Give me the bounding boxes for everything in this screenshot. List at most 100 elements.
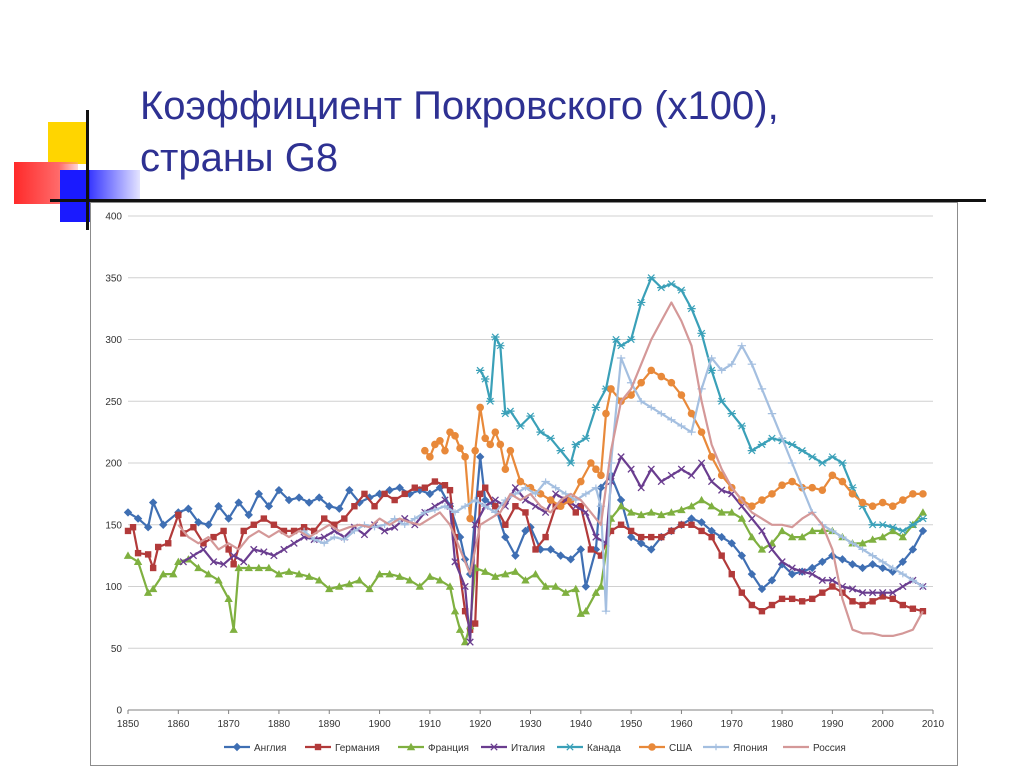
series-2-point-30 — [391, 496, 398, 504]
series-1-point-65 — [747, 569, 757, 579]
x-tick-label-1850: 1850 — [117, 719, 140, 730]
series-4-point-54 — [697, 459, 706, 467]
series-3-point-19 — [294, 569, 304, 578]
series-3-point-59 — [657, 510, 666, 519]
series-3-point-43 — [511, 567, 520, 575]
series-2-point-72 — [778, 595, 786, 603]
series-6-point-10 — [471, 446, 479, 455]
series-3-point-14 — [244, 563, 253, 572]
series-2-point-71 — [768, 601, 776, 609]
series-5-point-0 — [475, 366, 485, 374]
series-3-point-10 — [214, 576, 223, 584]
series-7-point-33 — [616, 354, 626, 362]
series-6-point-20 — [536, 490, 545, 498]
series-7-point-4 — [340, 536, 349, 543]
x-tick-label-1880: 1880 — [268, 719, 291, 730]
series-5-point-40 — [838, 459, 847, 467]
series-5-point-46 — [898, 527, 908, 535]
y-tick-label-50: 50 — [111, 644, 123, 655]
series-5-point-14 — [581, 434, 591, 442]
series-6-point-33 — [647, 366, 656, 375]
series-3-point-27 — [375, 569, 384, 578]
series-7-point-23 — [531, 490, 540, 498]
series-7-point-25 — [551, 484, 560, 491]
x-tick-label-1910: 1910 — [419, 719, 442, 730]
series-1-point-11 — [234, 498, 243, 507]
series-2-point-73 — [788, 595, 796, 603]
series-1-point-12 — [244, 510, 253, 520]
series-2-point-67 — [728, 570, 735, 578]
series-5-point-8 — [526, 412, 535, 420]
series-2-point-12 — [220, 527, 227, 535]
series-3-point-52 — [591, 588, 601, 596]
series-4-point-63 — [788, 564, 796, 572]
series-2-point-17 — [260, 515, 268, 522]
line-chart: 0 50 100 150 200 250 300 350 400 1850 1860 1870 1880… — [105, 212, 945, 755]
series-7-point-1 — [309, 536, 319, 543]
series-2-point-25 — [341, 515, 348, 522]
series-2-point-75 — [809, 595, 816, 603]
series-5-point-18 — [616, 342, 626, 350]
series-6-point-52 — [838, 477, 847, 486]
series-1-point-82 — [918, 526, 928, 536]
series-5-point-1 — [481, 375, 490, 383]
series-6-point-32 — [637, 378, 645, 387]
series-4-point-41 — [572, 502, 580, 510]
x-tick-label-1890: 1890 — [318, 719, 341, 730]
series-2-point-40 — [471, 620, 479, 627]
y-tick-label-300: 300 — [105, 335, 122, 346]
x-tick-label-1870: 1870 — [218, 719, 241, 730]
series-7-point-61 — [898, 570, 908, 578]
series-3-point-82 — [888, 526, 897, 535]
series-1-point-78 — [878, 563, 887, 573]
series-5-point-21 — [647, 274, 656, 282]
series-7-point-44 — [727, 361, 736, 368]
series-2-point-84 — [899, 601, 907, 609]
series-1-point-22 — [345, 485, 354, 495]
series-3-point-5 — [169, 569, 178, 578]
legend-item-1-marker — [232, 742, 242, 752]
series-7-point-35 — [636, 398, 646, 405]
series-6-point-37 — [687, 409, 696, 418]
series-4-point-72 — [879, 589, 887, 597]
series-6-point-9 — [466, 514, 474, 523]
series-4-point-11 — [290, 539, 298, 547]
series-4-point-62 — [778, 558, 786, 566]
series-6-point-12 — [481, 434, 490, 443]
series-2-point-46 — [522, 509, 529, 516]
series-6-point-34 — [657, 372, 666, 381]
series-1-point-52 — [616, 495, 626, 505]
series-3-point-17 — [274, 569, 284, 578]
series-3-point-34 — [445, 582, 455, 590]
y-tick-label-350: 350 — [105, 273, 122, 284]
series-3-point-50 — [576, 609, 586, 617]
series-3-point-41 — [491, 572, 500, 580]
x-tick-label-1900: 1900 — [368, 719, 391, 730]
legend-item-5-label: Канада — [587, 743, 621, 754]
series-7-point-46 — [747, 361, 757, 368]
title-line-1: Коэффициент Покровского (x100), — [140, 84, 779, 128]
series-7-point-18 — [481, 503, 490, 510]
series-1-point-18 — [304, 498, 314, 507]
series-7-point-17 — [470, 496, 480, 504]
series-3-point-58 — [647, 508, 656, 516]
series-3-point-3 — [148, 584, 158, 593]
series-5-point-10 — [546, 434, 555, 442]
series-2-point-63 — [688, 521, 695, 528]
series-5-point-26 — [697, 329, 706, 337]
series-3-point-29 — [395, 572, 404, 580]
series-6-point-36 — [677, 391, 686, 399]
legend-item-4-label: Италия — [511, 743, 545, 754]
series-3-point-73 — [797, 532, 807, 541]
series-3-point-9 — [204, 569, 213, 578]
series-2-point-62 — [678, 521, 685, 528]
series-4-point-26 — [441, 496, 449, 504]
x-tick-label-2010: 2010 — [922, 719, 945, 730]
series-4-point-18 — [360, 530, 369, 539]
series-2-point-3 — [144, 551, 152, 558]
series-2-point-38 — [461, 608, 469, 615]
series-3-point-18 — [284, 567, 294, 575]
series-6-point-7 — [456, 444, 464, 452]
series-1-point-54 — [636, 539, 646, 548]
series-7-point-49 — [777, 435, 787, 442]
